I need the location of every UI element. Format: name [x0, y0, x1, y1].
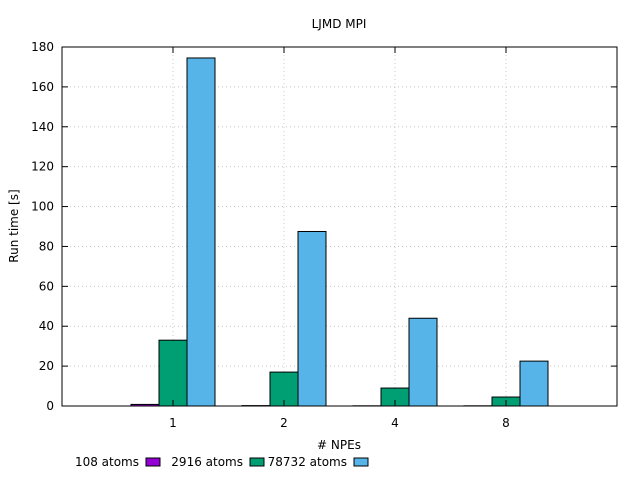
- x-axis: 1 2 4 8: [169, 47, 510, 430]
- y-tick-label: 20: [39, 359, 54, 373]
- bar-78732-atoms-4: [408, 317, 438, 407]
- legend-swatch: [353, 457, 369, 467]
- y-tick-label: 140: [31, 120, 54, 134]
- x-tick-label: 2: [280, 416, 288, 430]
- legend-label: 78732 atoms: [268, 455, 347, 469]
- x-tick-label: 4: [391, 416, 399, 430]
- y-tick-label: 120: [31, 160, 54, 174]
- y-tick-label: 0: [46, 399, 54, 413]
- x-axis-label: # NPEs: [317, 438, 361, 452]
- x-tick-label: 8: [502, 416, 510, 430]
- bar-78732-atoms-8: [519, 360, 549, 407]
- bar-78732-atoms-1: [186, 57, 216, 407]
- y-axis-label: Run time [s]: [7, 189, 21, 262]
- chart-title: LJMD MPI: [312, 17, 367, 31]
- legend-swatch: [145, 457, 161, 467]
- legend-label: 108 atoms: [75, 455, 139, 469]
- plot-frame: [61, 46, 618, 407]
- bars: [130, 57, 549, 407]
- y-tick-label: 40: [39, 319, 54, 333]
- legend-swatch: [249, 457, 265, 467]
- y-tick-label: 100: [31, 200, 54, 214]
- bar-2916-atoms-1: [158, 339, 188, 407]
- bar-78732-atoms-2: [297, 230, 327, 407]
- y-tick-label: 80: [39, 239, 54, 253]
- gridlines: [62, 47, 617, 406]
- legend-label: 2916 atoms: [171, 455, 243, 469]
- y-tick-label: 160: [31, 80, 54, 94]
- legend: 108 atoms 2916 atoms 78732 atoms: [75, 455, 369, 469]
- x-tick-label: 1: [169, 416, 177, 430]
- y-tick-label: 60: [39, 279, 54, 293]
- y-tick-label: 180: [31, 40, 54, 54]
- y-axis: 0 20 40 60 80 100 120 140 160 180: [31, 40, 617, 413]
